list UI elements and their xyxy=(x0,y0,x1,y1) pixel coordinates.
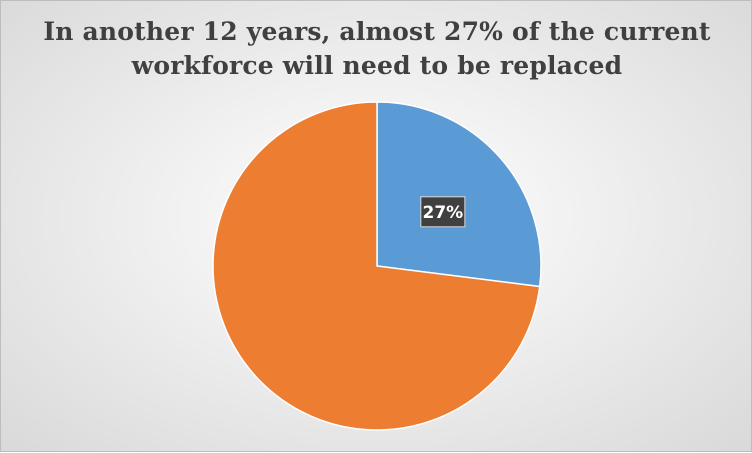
chart-title-line-2: workforce will need to be replaced xyxy=(131,51,623,80)
data-label-box-1 xyxy=(420,196,466,228)
pie-slice-1 xyxy=(376,101,542,288)
chart-title: In another 12 years, almost 27% of the c… xyxy=(41,15,713,83)
pie-slice-2 xyxy=(212,101,541,431)
chart-title-line-1: In another 12 years, almost 27% of the c… xyxy=(43,17,711,46)
data-label-text-1: 27% xyxy=(422,203,463,223)
data-label-1: 27% xyxy=(420,196,466,228)
